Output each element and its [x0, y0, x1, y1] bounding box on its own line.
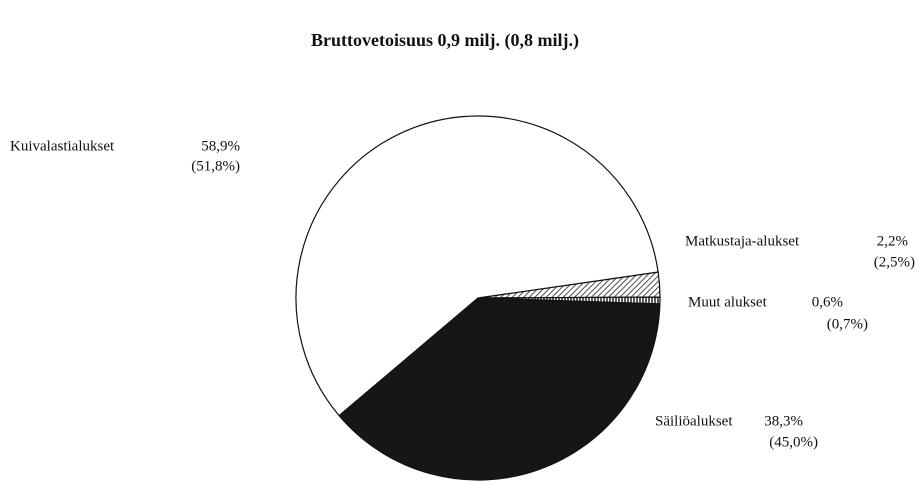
value-label: 58,9% — [201, 138, 240, 154]
slice-label: Säiliöalukset — [655, 413, 733, 429]
slice-label: Muut alukset — [688, 294, 768, 310]
previous-value-label: (45,0%) — [769, 434, 818, 450]
value-label: 38,3% — [764, 413, 803, 429]
chart-title: Bruttovetoisuus 0,9 milj. (0,8 milj.) — [311, 30, 579, 51]
value-label: 2,2% — [877, 233, 908, 249]
slice-label: Matkustaja-alukset — [685, 233, 800, 249]
value-label: 0,6% — [812, 294, 843, 310]
previous-value-label: (0,7%) — [827, 316, 868, 332]
pie-slice — [338, 297, 661, 481]
previous-value-label: (51,8%) — [191, 158, 240, 174]
slice-label: Kuivalastialukset — [10, 138, 115, 154]
pie-slice — [295, 115, 659, 417]
previous-value-label: (2,5%) — [874, 254, 915, 270]
